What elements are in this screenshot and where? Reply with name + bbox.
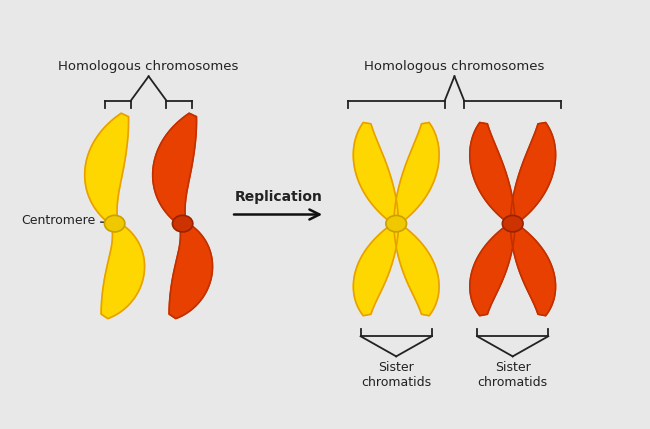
Text: Sister
chromatids: Sister chromatids [361, 361, 431, 389]
Ellipse shape [172, 215, 193, 232]
Text: Centromere: Centromere [21, 214, 107, 227]
Text: Homologous chromosomes: Homologous chromosomes [364, 60, 545, 73]
Polygon shape [169, 222, 213, 319]
Text: Homologous chromosomes: Homologous chromosomes [58, 60, 239, 73]
Polygon shape [394, 123, 439, 225]
Ellipse shape [105, 215, 125, 232]
Polygon shape [354, 123, 398, 225]
Text: Replication: Replication [235, 190, 322, 203]
Polygon shape [354, 223, 398, 316]
Polygon shape [470, 223, 515, 316]
Polygon shape [84, 113, 129, 225]
Ellipse shape [502, 215, 523, 232]
Polygon shape [510, 123, 556, 225]
Ellipse shape [386, 215, 406, 232]
Polygon shape [510, 223, 556, 316]
Polygon shape [153, 113, 196, 225]
Polygon shape [470, 123, 515, 225]
Polygon shape [101, 222, 144, 319]
Text: Sister
chromatids: Sister chromatids [478, 361, 548, 389]
Polygon shape [394, 223, 439, 316]
